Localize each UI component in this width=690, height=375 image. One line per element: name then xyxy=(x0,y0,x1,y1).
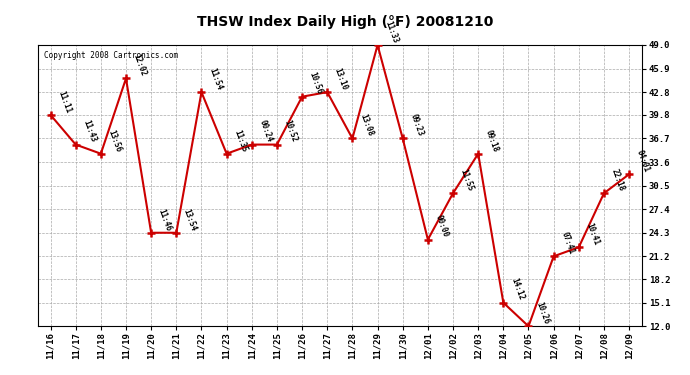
Text: 12:02: 12:02 xyxy=(132,53,148,78)
Text: 11:33: 11:33 xyxy=(383,20,400,44)
Text: 11:55: 11:55 xyxy=(459,168,475,192)
Text: Copyright 2008 Cartronics.com: Copyright 2008 Cartronics.com xyxy=(44,51,178,60)
Text: 10:41: 10:41 xyxy=(584,222,601,246)
Text: 13:56: 13:56 xyxy=(106,128,123,153)
Text: 22:18: 22:18 xyxy=(609,168,626,192)
Text: 00:00: 00:00 xyxy=(433,214,450,239)
Text: 13:10: 13:10 xyxy=(333,66,349,92)
Text: 10:56: 10:56 xyxy=(308,71,324,96)
Text: 09:18: 09:18 xyxy=(484,128,500,153)
Text: 13:54: 13:54 xyxy=(182,207,198,232)
Text: 10:26: 10:26 xyxy=(534,301,551,326)
Text: 14:12: 14:12 xyxy=(509,277,525,302)
Text: 00:24: 00:24 xyxy=(257,119,274,144)
Text: 11:54: 11:54 xyxy=(207,66,224,92)
Text: THSW Index Daily High (°F) 20081210: THSW Index Daily High (°F) 20081210 xyxy=(197,15,493,29)
Text: 11:46: 11:46 xyxy=(157,207,173,232)
Text: 09:23: 09:23 xyxy=(408,113,424,138)
Text: 04:01: 04:01 xyxy=(635,148,651,174)
Text: 11:35: 11:35 xyxy=(232,128,248,153)
Text: 11:11: 11:11 xyxy=(56,89,72,114)
Text: 10:52: 10:52 xyxy=(282,119,299,144)
Text: 11:43: 11:43 xyxy=(81,119,97,144)
Text: 13:08: 13:08 xyxy=(358,113,375,138)
Text: 07:41: 07:41 xyxy=(559,231,575,255)
